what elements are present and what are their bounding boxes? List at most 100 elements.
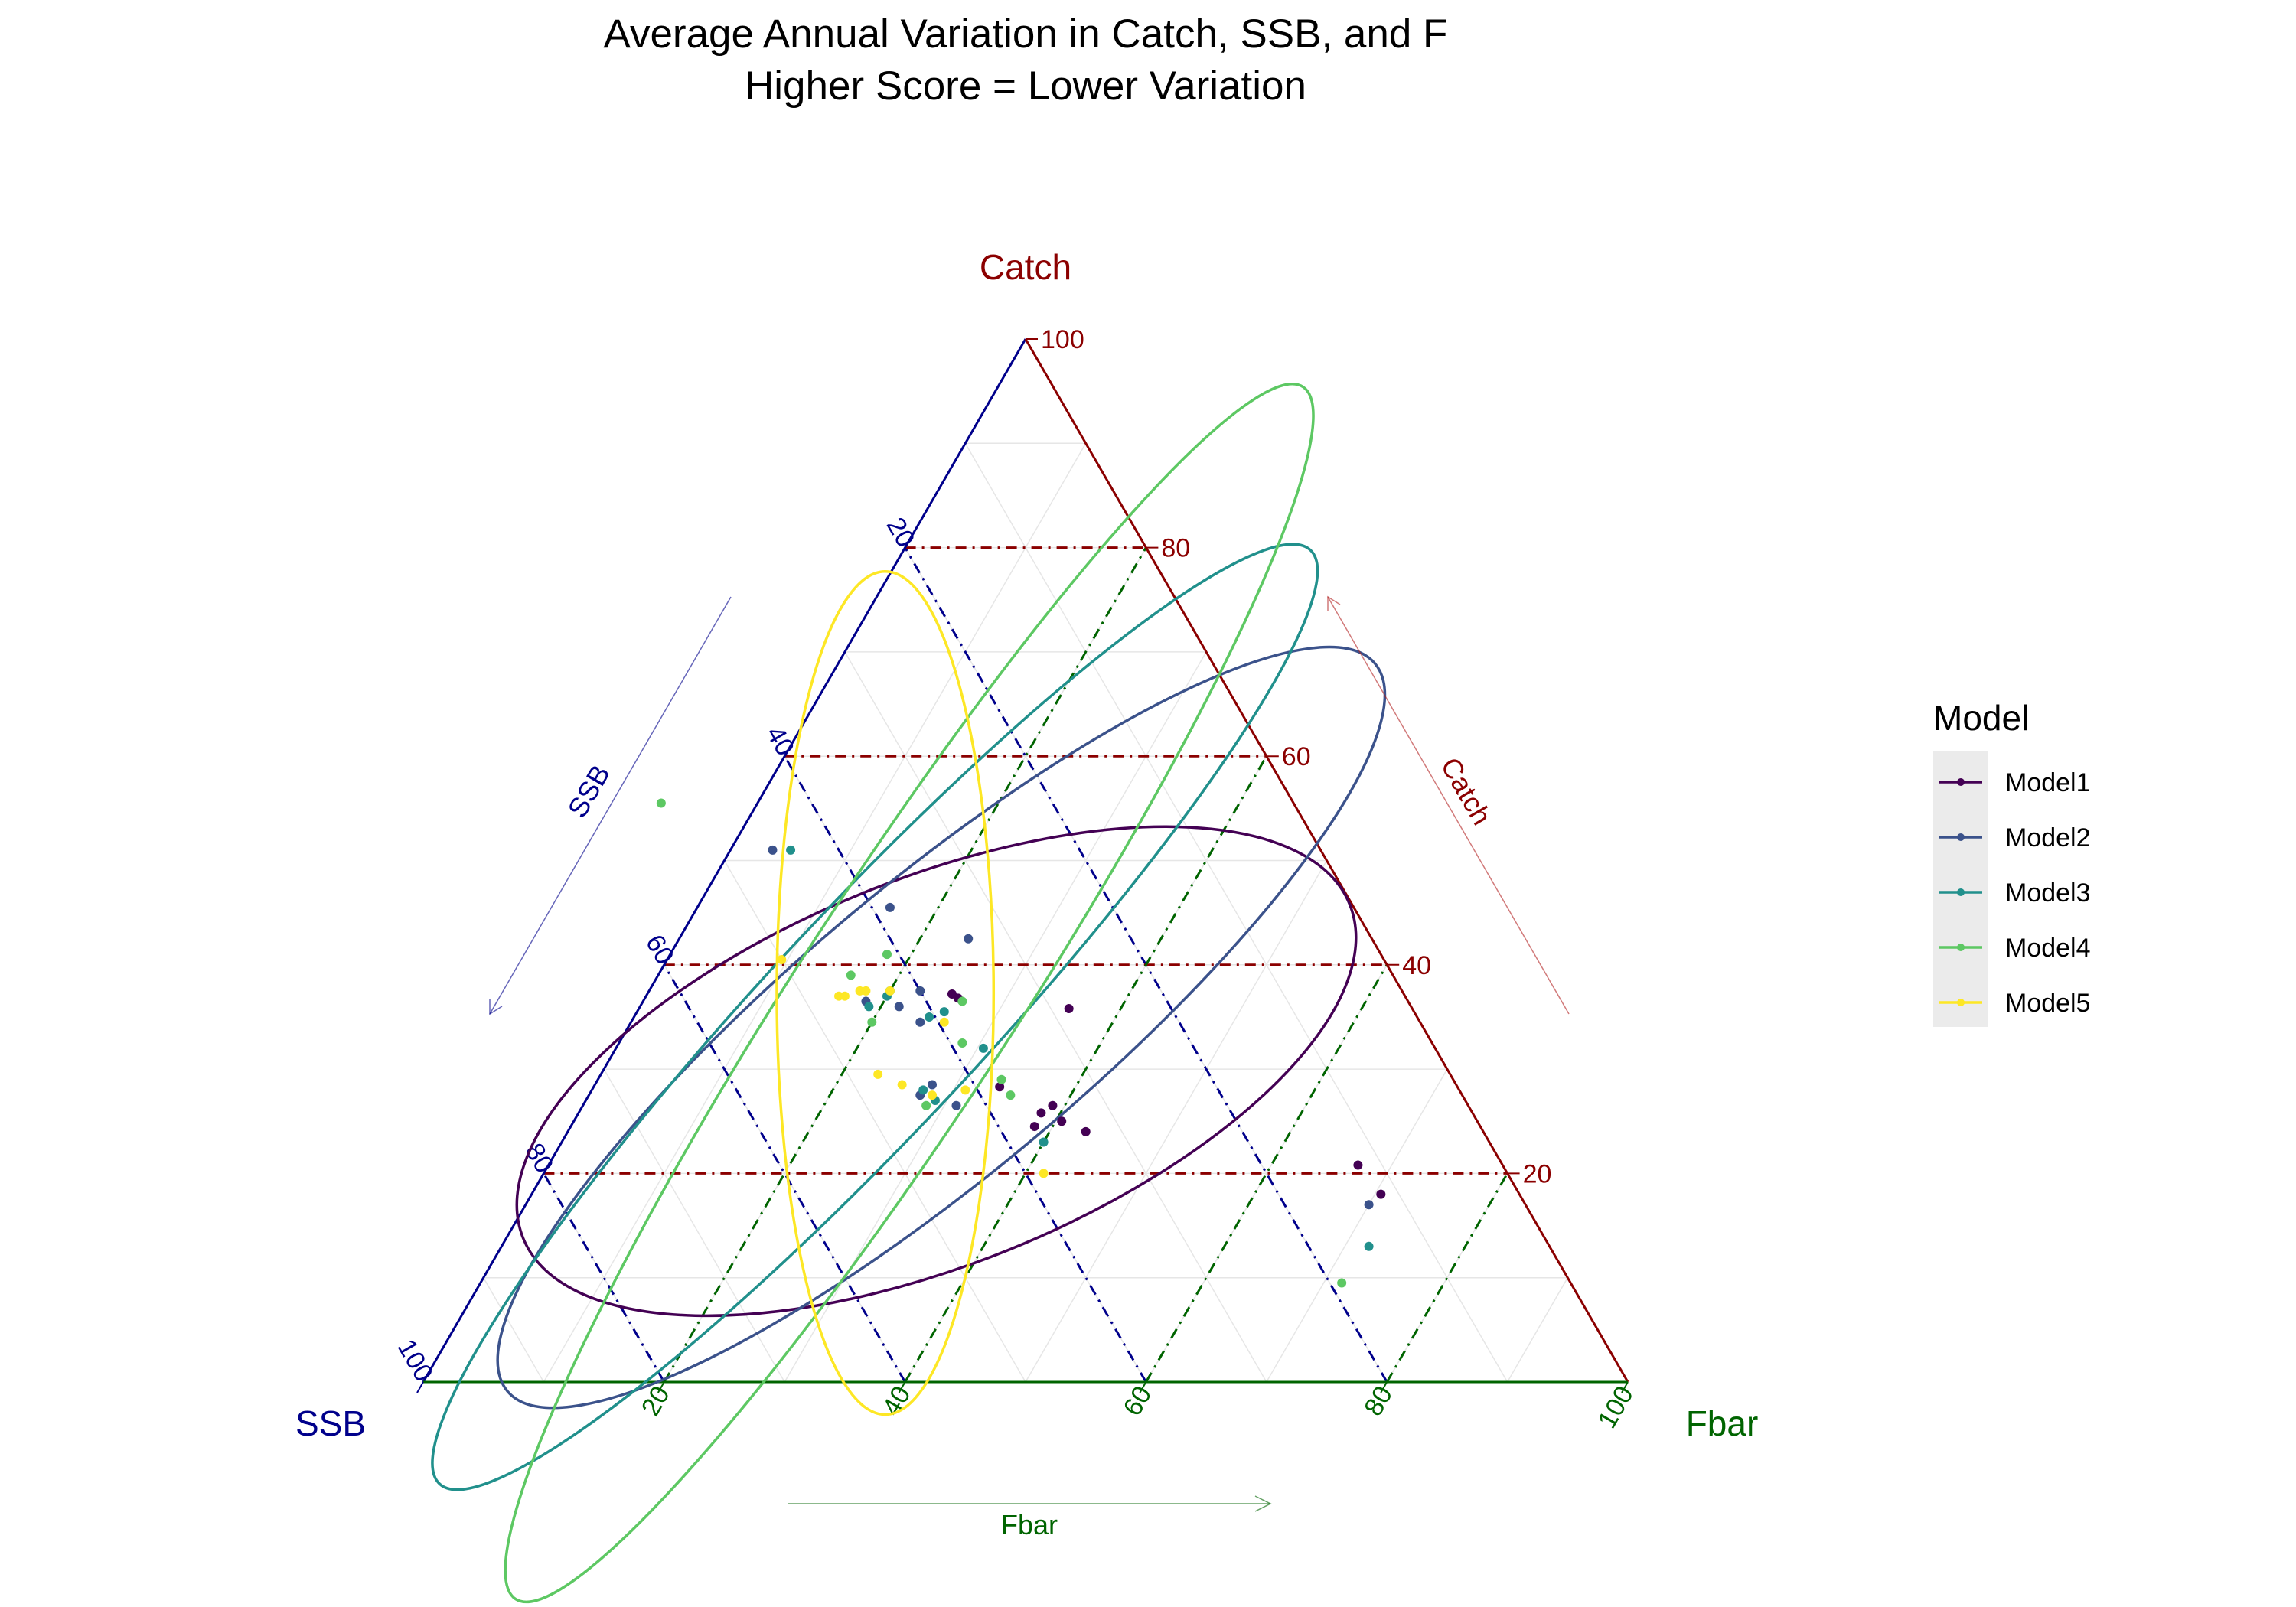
point-model3-4	[939, 1007, 949, 1017]
fbar-apex-label: Fbar	[1686, 1403, 1759, 1443]
confidence-ellipses	[431, 383, 1387, 1604]
catch-tick-label-0: 20	[1523, 1159, 1552, 1188]
minor-grid-line-ssb-90	[483, 1277, 545, 1383]
chart-title: Average Annual Variation in Catch, SSB, …	[604, 11, 1448, 57]
point-model3-10	[1364, 1241, 1374, 1251]
catch-tick-label-4: 100	[1041, 325, 1084, 354]
point-model2-2	[964, 934, 974, 944]
legend-key-dot-model3	[1957, 888, 1965, 896]
catch-direction-arrow	[1327, 596, 1570, 1015]
point-model5-11	[1039, 1169, 1049, 1178]
legend-key-dot-model1	[1957, 778, 1965, 786]
point-model5-5	[861, 986, 871, 996]
point-model5-0	[777, 954, 787, 964]
catch-tick-label-1: 40	[1402, 951, 1431, 980]
ssb-tick-label-2: 60	[640, 930, 680, 970]
point-model4-6	[996, 1074, 1006, 1084]
minor-grid-line-ssb-80	[543, 1173, 665, 1383]
ellipse-model5	[775, 569, 996, 1416]
legend-key-dot-model2	[1957, 833, 1965, 841]
point-model5-9	[960, 1085, 970, 1095]
legend-key-dot-model4	[1957, 944, 1965, 951]
legend-label-model5: Model5	[2005, 989, 2091, 1018]
catch-arrow-head	[1327, 595, 1341, 611]
point-model4-7	[1006, 1090, 1016, 1100]
legend-label-model2: Model2	[2005, 823, 2091, 852]
point-model1-7	[1029, 1122, 1039, 1132]
point-model3-9	[1039, 1137, 1049, 1147]
ssb-tick-mark-1	[778, 755, 786, 768]
chart-subtitle: Higher Score = Lower Variation	[745, 64, 1306, 109]
catch-apex-label: Catch	[980, 247, 1071, 287]
fbar-tick-label-2: 60	[1118, 1381, 1158, 1421]
ellipse-model1	[515, 825, 1358, 1318]
fbar-tick-mark-2	[1139, 1381, 1147, 1393]
ssb-gridline-40	[783, 755, 1147, 1383]
point-model5-4	[840, 991, 850, 1001]
fbar-tick-mark-3	[1380, 1381, 1388, 1393]
point-model1-3	[995, 1082, 1005, 1092]
point-model1-4	[1048, 1100, 1058, 1110]
fbar-gridline-40	[904, 755, 1268, 1383]
point-model2-9	[951, 1100, 961, 1110]
point-model2-5	[894, 1002, 904, 1012]
legend-label-model4: Model4	[2005, 934, 2091, 963]
legend-label-model3: Model3	[2005, 878, 2091, 908]
legend-items: Model1 Model2 Model3 Model4 Model5	[1939, 768, 2091, 1018]
point-model4-8	[921, 1100, 931, 1110]
catch-axis-line	[1024, 338, 1629, 1383]
point-model4-3	[957, 996, 967, 1006]
ssb-tick-label-4: 100	[392, 1335, 439, 1387]
point-model4-1	[882, 950, 892, 960]
point-model1-2	[1064, 1004, 1074, 1014]
ssb-tick-mark-2	[657, 964, 665, 976]
point-model2-6	[915, 1017, 925, 1027]
ssb-tick-label-1: 40	[760, 721, 800, 761]
ssb-tick-mark-4	[416, 1381, 424, 1393]
legend-title: Model	[1933, 698, 2029, 738]
minor-grid-line-ssb-70	[603, 1068, 785, 1383]
ssb-gridline-60	[663, 964, 906, 1383]
ssb-arrow-label: SSB	[561, 759, 616, 823]
point-model1-10	[1376, 1189, 1386, 1199]
fbar-tick-label-4: 100	[1593, 1381, 1639, 1433]
point-model3-7	[918, 1085, 928, 1095]
point-model4-0	[656, 798, 666, 808]
point-model2-0	[768, 845, 778, 855]
point-model2-3	[915, 986, 925, 996]
fbar-tick-mark-0	[657, 1381, 665, 1393]
minor-grid-line-ssb-30	[844, 651, 1267, 1383]
ellipse-model2	[496, 645, 1387, 1410]
point-model1-8	[1081, 1126, 1091, 1136]
catch-arrow-label: Catch	[1435, 752, 1499, 830]
data-points	[656, 798, 1386, 1288]
point-model1-6	[1057, 1116, 1067, 1126]
ssb-apex-label: SSB	[295, 1403, 366, 1443]
point-model4-9	[1337, 1278, 1347, 1288]
minor-grid-line-ssb-50	[723, 860, 1026, 1383]
fbar-arrow-label: Fbar	[1001, 1509, 1058, 1540]
point-model2-7	[928, 1080, 938, 1090]
point-model1-9	[1353, 1160, 1363, 1170]
fbar-arrow-head	[1254, 1495, 1272, 1512]
point-model5-6	[939, 1017, 949, 1027]
point-model1-5	[1036, 1108, 1046, 1118]
ssb-tick-mark-0	[898, 547, 906, 559]
minor-grid	[483, 442, 1568, 1383]
legend-key-dot-model5	[1957, 999, 1965, 1006]
triangle-frame	[422, 338, 1629, 1384]
catch-tick-label-2: 60	[1282, 742, 1311, 771]
legend: Model Model1 Model2 Model3 Model4 Model5	[1933, 698, 2091, 1027]
legend-label-model1: Model1	[2005, 768, 2091, 797]
minor-grid-line-fbar-30	[784, 651, 1207, 1383]
ssb-tick-mark-3	[536, 1172, 545, 1185]
point-model4-2	[846, 970, 856, 980]
point-model3-3	[864, 1002, 874, 1012]
point-model4-5	[957, 1038, 967, 1048]
point-model3-0	[786, 845, 796, 855]
point-model4-4	[867, 1017, 877, 1027]
point-model5-8	[897, 1080, 907, 1090]
catch-tick-label-3: 80	[1161, 534, 1190, 563]
fbar-tick-mark-4	[1621, 1381, 1629, 1393]
